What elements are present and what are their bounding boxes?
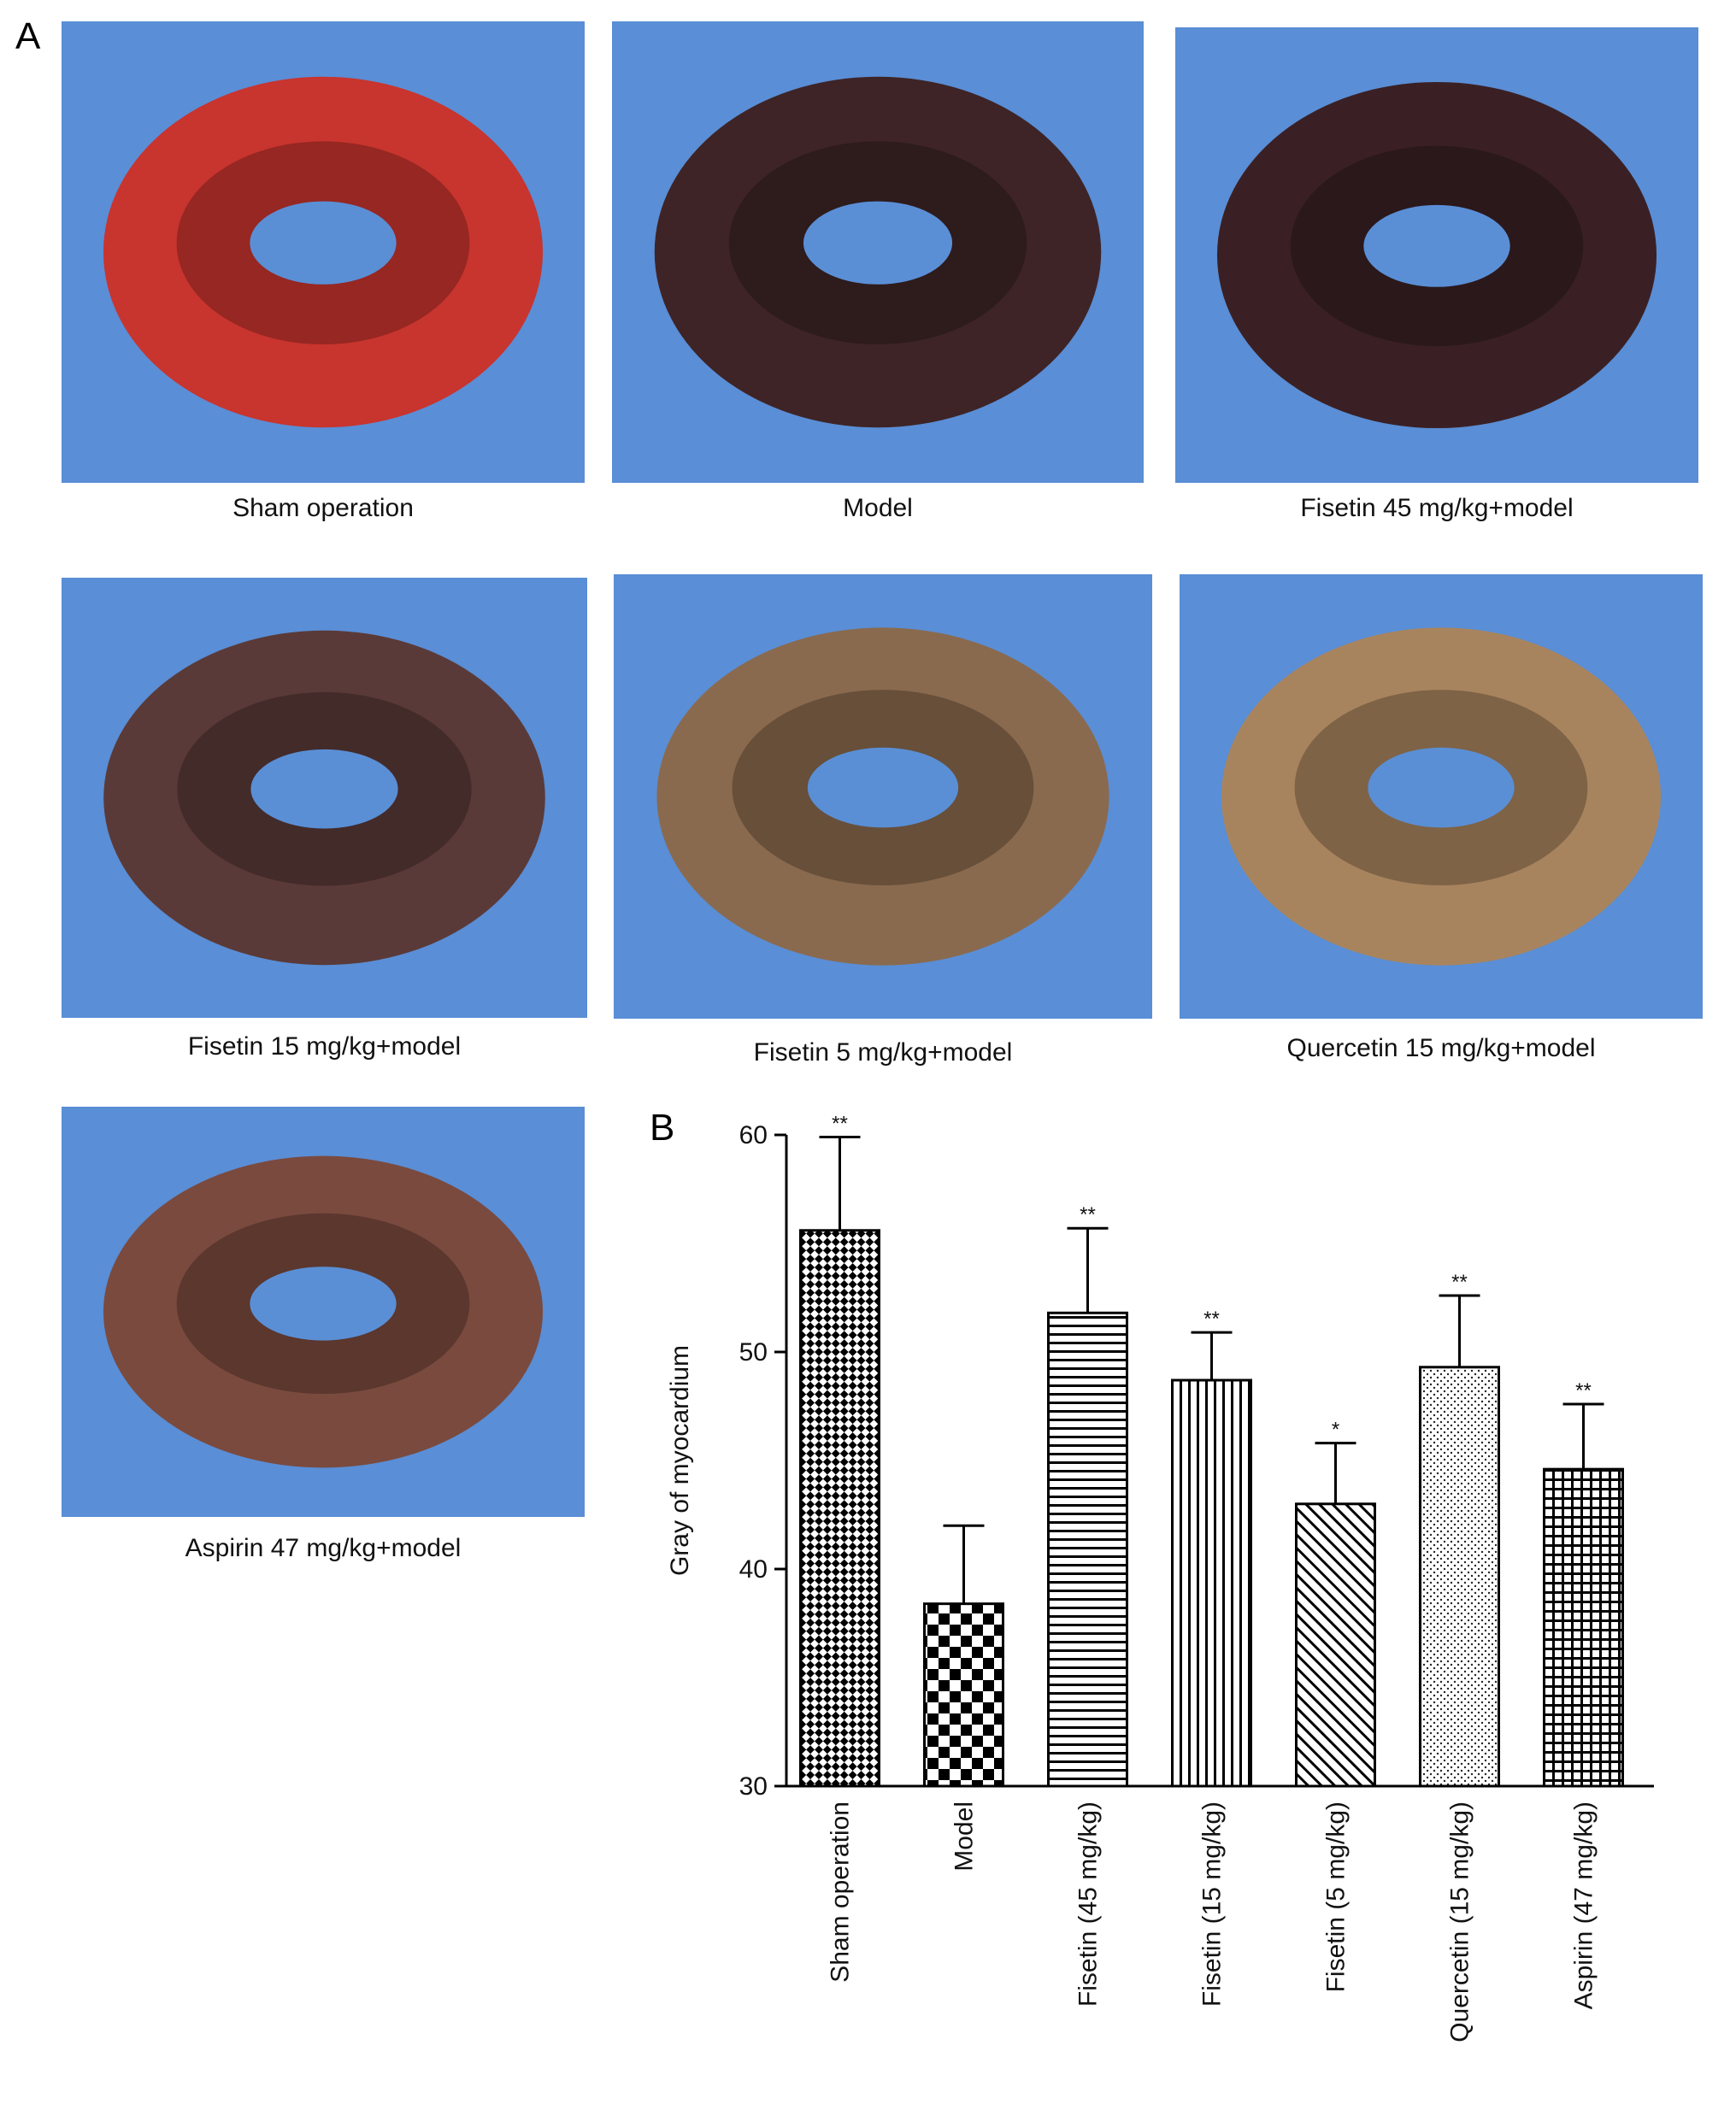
bar [1419, 1366, 1500, 1788]
photo-quercetin-15 [1180, 574, 1703, 1019]
lumen-shape [250, 749, 398, 829]
x-tick-label: Model [950, 1801, 979, 1872]
y-axis-label: Gray of myocardium [666, 1345, 694, 1576]
heart-slice-image [62, 21, 585, 483]
heart-slice-image [1175, 27, 1698, 483]
significance-marker: ** [1451, 1271, 1468, 1294]
caption-sham-operation: Sham operation [232, 494, 414, 522]
heart-slice-image [1180, 574, 1703, 1019]
bar [1295, 1502, 1376, 1788]
significance-marker: ** [1203, 1308, 1220, 1331]
x-tick-label: Quercetin (15 mg/kg) [1446, 1801, 1474, 2042]
bar [1171, 1378, 1252, 1788]
significance-marker: * [1332, 1419, 1339, 1442]
x-tick-label: Fisetin (15 mg/kg) [1198, 1801, 1227, 2007]
photo-fisetin-15 [62, 578, 587, 1018]
significance-marker: ** [1575, 1379, 1592, 1402]
photo-model [612, 21, 1144, 483]
bar [923, 1602, 1004, 1788]
photo-fisetin-45 [1175, 27, 1698, 483]
y-tick-label: 60 [739, 1121, 768, 1149]
x-tick-label: Aspirin (47 mg/kg) [1570, 1801, 1598, 2009]
y-tick-label: 30 [739, 1772, 768, 1801]
caption-fisetin-45: Fisetin 45 mg/kg+model [1300, 494, 1574, 522]
y-tick-label: 40 [739, 1555, 768, 1584]
heart-slice-image [614, 574, 1152, 1019]
caption-quercetin-15: Quercetin 15 mg/kg+model [1286, 1034, 1596, 1062]
heart-slice-image [62, 578, 587, 1018]
x-tick-label: Fisetin (45 mg/kg) [1074, 1801, 1103, 2007]
x-tick-label: Sham operation [827, 1801, 855, 1983]
caption-aspirin-47: Aspirin 47 mg/kg+model [185, 1534, 462, 1562]
lumen-shape [803, 201, 953, 285]
bar-chart: Gray of myocardium 30 40 50 60 ** Sham opera… [666, 1113, 1654, 2042]
panel-label-b: B [650, 1107, 675, 1149]
caption-fisetin-15: Fisetin 15 mg/kg+model [187, 1032, 462, 1061]
significance-marker: ** [832, 1113, 848, 1136]
x-tick-label: Fisetin (5 mg/kg) [1322, 1801, 1351, 1992]
caption-model: Model [843, 494, 913, 522]
caption-fisetin-5: Fisetin 5 mg/kg+model [753, 1038, 1013, 1067]
bar [1543, 1467, 1624, 1788]
lumen-shape [1363, 204, 1510, 287]
heart-slice-image [62, 1107, 585, 1517]
photo-fisetin-5 [614, 574, 1152, 1019]
lumen-shape [1368, 747, 1515, 828]
lumen-shape [250, 201, 397, 285]
photo-sham-operation [62, 21, 585, 483]
panel-label-a: A [15, 15, 41, 57]
lumen-shape [250, 1267, 397, 1341]
significance-marker: ** [1080, 1203, 1096, 1226]
photo-aspirin-47 [62, 1107, 585, 1517]
bar [799, 1229, 880, 1788]
bar [1047, 1311, 1128, 1788]
heart-slice-image [612, 21, 1144, 483]
y-tick-label: 50 [739, 1338, 768, 1367]
lumen-shape [807, 747, 959, 828]
